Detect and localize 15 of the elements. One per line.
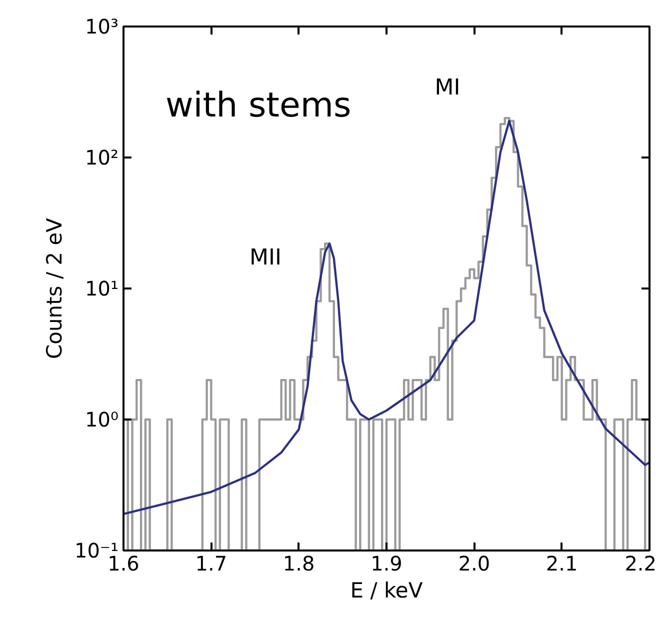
x-tick-label: 1.9 (370, 552, 402, 576)
annotation: with stems (166, 86, 352, 126)
x-tick-label: 2.2 (624, 552, 656, 576)
y-axis-title: Counts / 2 eV (42, 217, 66, 360)
annotation: MI (434, 76, 460, 100)
annotation: MII (250, 246, 282, 270)
x-axis-title: E / keV (350, 578, 424, 602)
y-tick-label: 10² (85, 146, 118, 170)
x-tick-label: 1.8 (282, 552, 315, 576)
y-tick-label: 10⁰ (85, 408, 118, 432)
y-tick-label: 10¹ (85, 276, 118, 300)
x-tick-label: 2.1 (546, 552, 578, 576)
y-tick-label: 10³ (85, 14, 118, 38)
x-tick-label: 2.0 (458, 552, 490, 576)
x-tick-label: 1.7 (195, 552, 228, 576)
